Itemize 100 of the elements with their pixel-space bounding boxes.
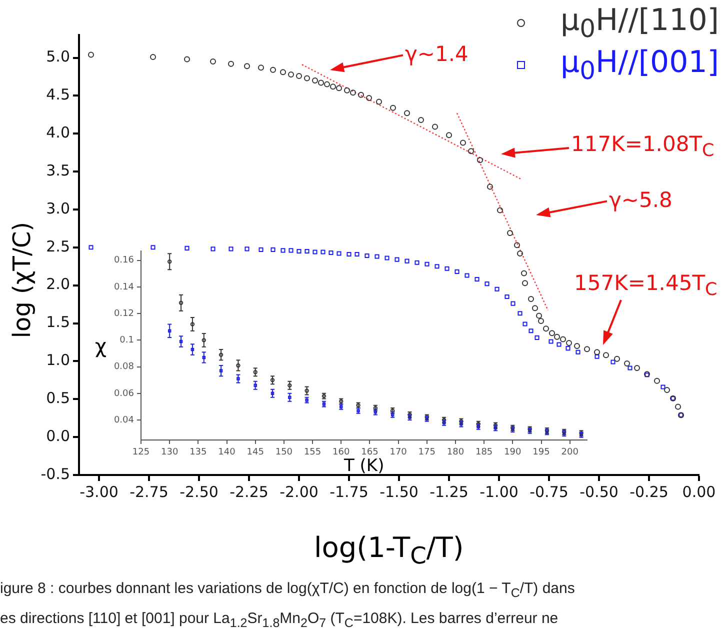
x-tick-label: -0.75	[530, 482, 568, 501]
point	[236, 363, 240, 368]
point	[270, 247, 276, 252]
point	[296, 72, 302, 79]
point	[675, 404, 681, 410]
point	[603, 352, 609, 358]
point	[258, 247, 264, 252]
point	[418, 116, 424, 123]
x-tick-label: 150	[275, 448, 293, 458]
point	[88, 245, 94, 250]
point	[664, 387, 670, 394]
point	[610, 360, 616, 364]
x-tick-label: -1.25	[430, 482, 468, 501]
point	[190, 322, 195, 326]
point	[312, 78, 318, 84]
point	[270, 392, 274, 396]
point	[336, 85, 342, 92]
point	[184, 56, 190, 62]
point	[510, 301, 516, 306]
point	[280, 69, 286, 76]
x-tick-label: 160	[332, 448, 350, 458]
point	[566, 340, 572, 346]
point	[184, 246, 190, 250]
point	[312, 250, 318, 254]
x-tick-label: 200	[561, 448, 579, 458]
point	[150, 54, 156, 60]
point	[270, 378, 275, 382]
point	[514, 242, 520, 248]
point	[468, 148, 474, 154]
point	[424, 262, 430, 266]
y-tick-label: 0.12	[114, 308, 134, 319]
point	[88, 52, 94, 58]
point	[594, 349, 600, 356]
point	[543, 326, 549, 332]
x-tick-label: 125	[132, 448, 150, 458]
point	[528, 328, 534, 334]
point	[372, 408, 378, 416]
point	[532, 305, 538, 312]
point	[634, 365, 640, 372]
point	[296, 248, 302, 254]
point	[549, 330, 555, 336]
point	[474, 277, 480, 282]
point	[244, 246, 250, 252]
point	[228, 246, 234, 252]
x-tick-label: 165	[361, 448, 378, 458]
point	[219, 369, 223, 372]
y-tick-label: 1.0	[46, 351, 70, 370]
y-axis-title: χ	[95, 334, 107, 358]
point	[210, 58, 216, 65]
point	[178, 300, 184, 306]
point	[487, 184, 493, 190]
point	[318, 80, 324, 86]
y-tick-label: 4.0	[46, 124, 70, 142]
point	[350, 90, 356, 96]
x-tick-label: -2.75	[130, 482, 168, 501]
x-tick-label: -2.25	[230, 482, 268, 501]
point	[460, 140, 466, 146]
point	[336, 251, 342, 256]
point	[344, 87, 350, 94]
point	[384, 256, 390, 260]
y-tick-label: 5.0	[46, 48, 70, 66]
annotation: 117K=1.08T$_{C}$	[571, 132, 714, 162]
point	[320, 250, 326, 254]
point	[446, 132, 452, 138]
point	[528, 296, 534, 302]
x-tick-label: 130	[160, 448, 178, 458]
point	[288, 383, 292, 388]
text: igure 8 : courbes donnant les variations de log(χT/C) en fonction de log(1 − T$_{C}$/T) dans	[0, 580, 575, 600]
point	[494, 286, 500, 292]
x-tick-label: 135	[190, 448, 207, 458]
point	[218, 352, 224, 357]
point	[280, 248, 286, 253]
y-tick-label: 0.14	[114, 282, 134, 292]
annotation: γ~5.8	[609, 188, 672, 212]
point	[228, 60, 234, 67]
point	[434, 264, 440, 269]
y-tick-label: 0.0	[46, 426, 70, 445]
point	[560, 336, 566, 342]
point	[304, 248, 310, 254]
x-tick-label: -1.00	[480, 482, 518, 501]
point	[576, 350, 580, 354]
point	[190, 348, 194, 352]
x-tick-label: -1.75	[330, 482, 368, 501]
point	[288, 71, 294, 78]
y-tick-label: 0.08	[114, 362, 134, 372]
x-tick-label: 170	[390, 448, 408, 458]
point	[390, 412, 396, 418]
point	[521, 270, 527, 276]
point	[354, 252, 360, 257]
x-axis-title: log(1-T$_{C}$/T)	[314, 531, 464, 570]
x-tick-label: -3.00	[80, 482, 118, 501]
point	[464, 273, 470, 278]
point	[202, 338, 206, 342]
y-axis-title: log (χT/C)	[8, 222, 36, 338]
point	[358, 92, 364, 98]
point	[288, 248, 294, 253]
x-tick-label: 0.00	[682, 482, 716, 501]
point	[660, 384, 666, 390]
point	[628, 366, 632, 370]
point	[534, 335, 540, 340]
